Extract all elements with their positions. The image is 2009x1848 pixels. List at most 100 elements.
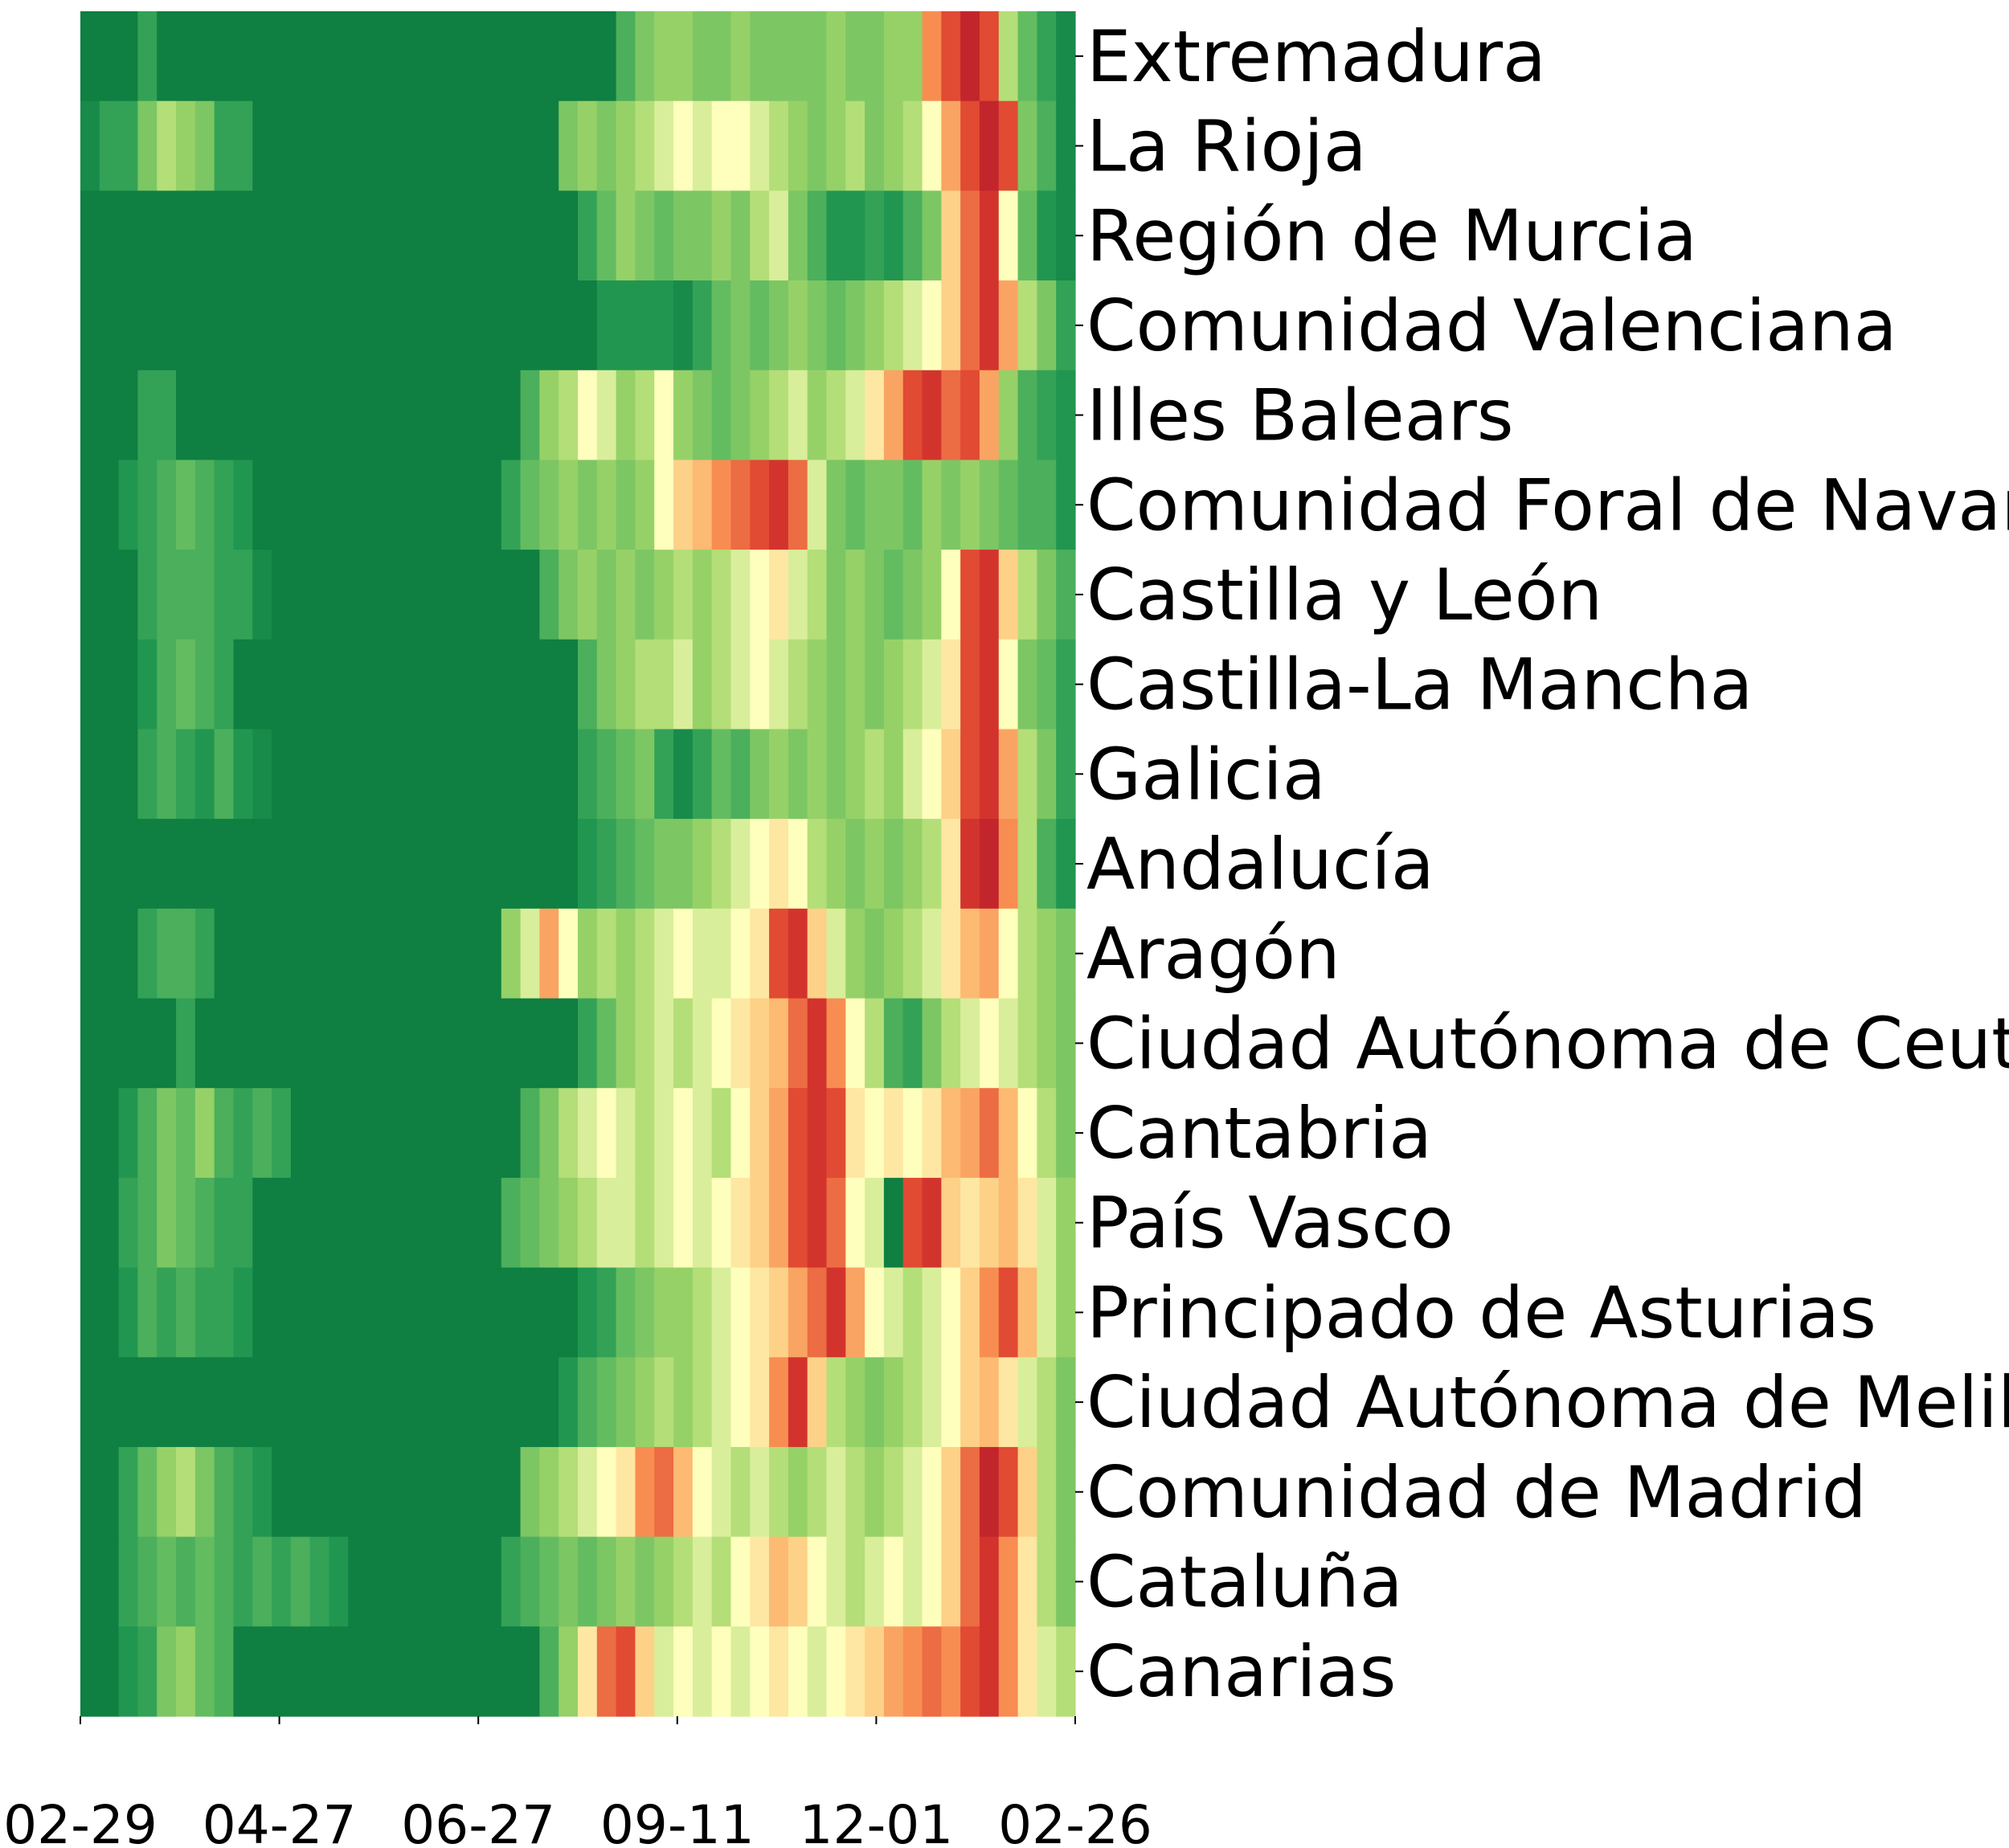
heatmap-cell: [979, 1267, 1000, 1358]
heatmap-cell: [214, 190, 235, 281]
heatmap-cell: [692, 729, 713, 820]
heatmap-cell: [635, 190, 655, 281]
heatmap-cell: [157, 1267, 177, 1358]
heatmap-cell: [788, 1536, 808, 1627]
heatmap-cell: [883, 1446, 904, 1538]
heatmap-cell: [616, 1626, 636, 1717]
row-label: País Vasco: [1086, 1182, 1454, 1265]
heatmap-cell: [214, 1177, 235, 1269]
heatmap-cell: [367, 550, 387, 640]
heatmap-cell: [137, 1357, 158, 1448]
heatmap-cell: [654, 819, 674, 910]
heatmap-cell: [348, 1536, 368, 1627]
heatmap-cell: [807, 11, 828, 102]
heatmap-cell: [194, 370, 215, 461]
heatmap-cell: [845, 1267, 865, 1358]
heatmap-cell: [635, 100, 655, 191]
heatmap-cell: [80, 908, 100, 1000]
heatmap-cell: [520, 11, 540, 102]
heatmap-cell: [348, 998, 368, 1089]
heatmap-cell: [386, 370, 407, 461]
heatmap-cell: [329, 190, 349, 281]
heatmap-cell: [673, 729, 694, 820]
heatmap-cell: [481, 460, 502, 550]
heatmap-cell: [883, 190, 904, 281]
heatmap-cell: [559, 1536, 579, 1627]
heatmap-cell: [750, 1446, 770, 1538]
heatmap-cell: [290, 190, 311, 281]
heatmap-cell: [559, 460, 579, 550]
heatmap-cell: [539, 100, 559, 191]
heatmap-cell: [481, 1088, 502, 1179]
heatmap-cell: [1017, 280, 1037, 371]
heatmap-cell: [80, 1267, 100, 1358]
heatmap-cell: [463, 11, 483, 102]
heatmap-cell: [99, 998, 120, 1089]
heatmap-cell: [252, 1536, 272, 1627]
heatmap-cell: [559, 280, 579, 371]
heatmap-cell: [941, 1446, 961, 1538]
heatmap-cell: [807, 1357, 828, 1448]
heatmap-cell: [711, 1357, 732, 1448]
heatmap-cell: [902, 460, 923, 550]
heatmap-cell: [194, 729, 215, 820]
heatmap-cell: [730, 1088, 751, 1179]
heatmap-cell: [233, 100, 253, 191]
heatmap-cell: [902, 1357, 923, 1448]
heatmap-cell: [80, 639, 100, 730]
heatmap-cell: [252, 819, 272, 910]
heatmap-cell: [309, 550, 330, 640]
heatmap-cell: [845, 639, 865, 730]
heatmap-cell: [941, 729, 961, 820]
heatmap-cell: [750, 1088, 770, 1179]
heatmap-cell: [578, 1626, 598, 1717]
heatmap-cell: [711, 550, 732, 640]
heatmap-cell: [176, 550, 196, 640]
heatmap-cell: [386, 1177, 407, 1269]
heatmap-cell: [481, 639, 502, 730]
heatmap-cell: [348, 370, 368, 461]
heatmap-cell: [922, 190, 942, 281]
heatmap-cell: [1037, 908, 1057, 1000]
heatmap-cell: [520, 550, 540, 640]
heatmap-cell: [157, 550, 177, 640]
heatmap-cell: [941, 190, 961, 281]
heatmap-cell: [998, 460, 1019, 550]
heatmap-cell: [616, 1446, 636, 1538]
heatmap-cell: [520, 1267, 540, 1358]
heatmap-cell: [309, 908, 330, 1000]
heatmap-cell: [826, 550, 846, 640]
heatmap-cell: [559, 1626, 579, 1717]
heatmap-cell: [902, 1446, 923, 1538]
heatmap-cell: [233, 460, 253, 550]
heatmap-cell: [922, 1446, 942, 1538]
heatmap-cell: [730, 370, 751, 461]
heatmap-cell: [1056, 1536, 1076, 1627]
heatmap-cell: [616, 1088, 636, 1179]
heatmap-cell: [463, 729, 483, 820]
heatmap-cell: [845, 729, 865, 820]
heatmap-cell: [711, 1626, 732, 1717]
heatmap-cell: [1056, 998, 1076, 1089]
heatmap-cell: [654, 550, 674, 640]
heatmap-cell: [80, 370, 100, 461]
row-label: Castilla y León: [1086, 554, 1602, 636]
heatmap-cell: [692, 100, 713, 191]
heatmap-cell: [922, 1536, 942, 1627]
heatmap-cell: [960, 1088, 980, 1179]
heatmap-cell: [348, 908, 368, 1000]
heatmap-cell: [444, 819, 464, 910]
heatmap-cell: [367, 1267, 387, 1358]
heatmap-cell: [692, 550, 713, 640]
heatmap-cell: [481, 370, 502, 461]
heatmap-cell: [692, 460, 713, 550]
heatmap-cell: [826, 1626, 846, 1717]
heatmap-cell: [1037, 819, 1057, 910]
heatmap-cell: [176, 1446, 196, 1538]
heatmap-cell: [998, 190, 1019, 281]
heatmap-cell: [118, 460, 139, 550]
heatmap-cell: [233, 1357, 253, 1448]
heatmap-cell: [616, 280, 636, 371]
heatmap-cell: [386, 100, 407, 191]
heatmap-cell: [367, 1446, 387, 1538]
